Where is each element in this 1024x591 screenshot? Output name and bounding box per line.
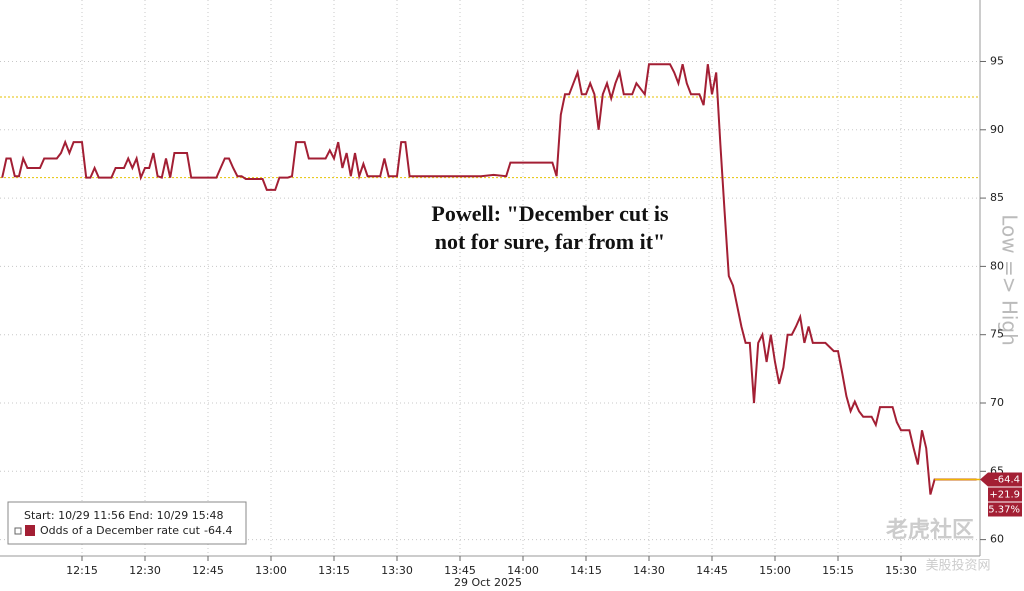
- axis-label: Low => High: [998, 214, 1022, 346]
- x-tick-label: 13:45: [444, 564, 476, 577]
- y-tick-label: 75: [990, 328, 1004, 341]
- price-tag-label: -64.4: [994, 474, 1020, 485]
- annotation: Powell: "December cut is: [431, 201, 669, 226]
- x-tick-label: 14:30: [633, 564, 665, 577]
- legend-swatch: [25, 525, 35, 536]
- legend-checkbox: [14, 527, 22, 535]
- y-tick-label: 80: [990, 259, 1004, 272]
- price-tag: [980, 472, 1022, 487]
- price-tag: [988, 487, 1022, 502]
- series-line: [1, 63, 977, 495]
- watermark: 老虎社区: [885, 517, 974, 543]
- price-tag-label: +21.9: [989, 489, 1020, 500]
- x-tick-label: 13:30: [381, 564, 413, 577]
- price-tag: [988, 502, 1022, 517]
- y-tick-label: 60: [990, 533, 1004, 546]
- x-tick-label: 12:15: [66, 564, 98, 577]
- y-tick-label: 85: [990, 191, 1004, 204]
- x-tick-label: 14:45: [696, 564, 728, 577]
- y-tick-label: 70: [990, 396, 1004, 409]
- x-tick-label: 15:30: [885, 564, 917, 577]
- legend-header: Start: 10/29 11:56 End: 10/29 15:48: [24, 509, 223, 522]
- annotation: not for sure, far from it": [435, 229, 666, 254]
- x-tick-label: 14:00: [507, 564, 539, 577]
- x-tick-label: 13:15: [318, 564, 350, 577]
- y-tick-label: 90: [990, 123, 1004, 136]
- x-tick-label: 13:00: [255, 564, 287, 577]
- x-tick-label: 15:00: [759, 564, 791, 577]
- legend-label: Odds of a December rate cut: [40, 524, 201, 537]
- y-tick-label: 95: [990, 54, 1004, 67]
- x-tick-label: 14:15: [570, 564, 602, 577]
- watermark: 美股投资网: [925, 558, 990, 574]
- legend: Start: 10/29 11:56 End: 10/29 15:48 Odds…: [7, 501, 247, 545]
- x-tick-label: 15:15: [822, 564, 854, 577]
- price-tag-label: 25.37%: [982, 504, 1020, 515]
- x-tick-label: 12:30: [129, 564, 161, 577]
- legend-box: [7, 501, 247, 545]
- x-tick-label: 12:45: [192, 564, 224, 577]
- x-axis-label: 29 Oct 2025: [454, 576, 522, 589]
- legend-value: -64.4: [204, 524, 232, 537]
